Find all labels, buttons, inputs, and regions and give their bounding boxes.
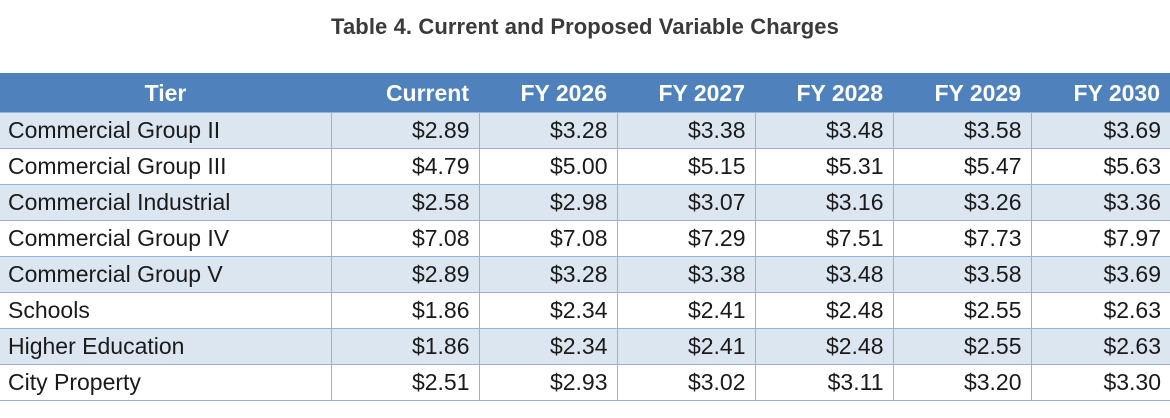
tier-cell: City Property xyxy=(0,364,332,401)
tier-cell: Higher Education xyxy=(0,328,332,365)
current-cell: $2.89 xyxy=(330,112,480,149)
table-header-row: Tier Current FY 2026 FY 2027 FY 2028 FY … xyxy=(0,73,1170,113)
fy2030-cell: $3.69 xyxy=(1030,256,1170,293)
current-cell: $1.86 xyxy=(330,292,480,329)
fy2028-cell: $2.48 xyxy=(754,328,894,365)
fy2028-cell: $3.48 xyxy=(754,112,894,149)
table-row: Schools $1.86 $2.34 $2.41 $2.48 $2.55 $2… xyxy=(0,292,1170,329)
tier-cell: Commercial Group III xyxy=(0,148,332,185)
fy2026-cell: $2.34 xyxy=(478,292,618,329)
fy2027-cell: $5.15 xyxy=(616,148,756,185)
table-row: Commercial Group II $2.89 $3.28 $3.38 $3… xyxy=(0,112,1170,149)
fy2029-cell: $7.73 xyxy=(892,220,1032,257)
fy2028-cell: $3.48 xyxy=(754,256,894,293)
fy2026-cell: $3.28 xyxy=(478,112,618,149)
fy2027-cell: $3.38 xyxy=(616,256,756,293)
fy2027-cell: $3.38 xyxy=(616,112,756,149)
current-cell: $2.89 xyxy=(330,256,480,293)
tier-cell: Commercial Group II xyxy=(0,112,332,149)
column-header-fy2026: FY 2026 xyxy=(479,73,617,113)
current-cell: $1.86 xyxy=(330,328,480,365)
fy2029-cell: $3.58 xyxy=(892,112,1032,149)
fy2026-cell: $2.93 xyxy=(478,364,618,401)
fy2030-cell: $7.97 xyxy=(1030,220,1170,257)
table-row: Higher Education $1.86 $2.34 $2.41 $2.48… xyxy=(0,328,1170,365)
fy2028-cell: $3.11 xyxy=(754,364,894,401)
fy2026-cell: $7.08 xyxy=(478,220,618,257)
fy2027-cell: $3.02 xyxy=(616,364,756,401)
fy2030-cell: $2.63 xyxy=(1030,292,1170,329)
fy2029-cell: $2.55 xyxy=(892,328,1032,365)
current-cell: $2.51 xyxy=(330,364,480,401)
table-title: Table 4. Current and Proposed Variable C… xyxy=(331,14,839,39)
fy2026-cell: $2.98 xyxy=(478,184,618,221)
column-header-fy2028: FY 2028 xyxy=(755,73,893,113)
fy2027-cell: $2.41 xyxy=(616,328,756,365)
tier-cell: Schools xyxy=(0,292,332,329)
fy2027-cell: $2.41 xyxy=(616,292,756,329)
fy2030-cell: $5.63 xyxy=(1030,148,1170,185)
table-row: City Property $2.51 $2.93 $3.02 $3.11 $3… xyxy=(0,364,1170,401)
fy2030-cell: $3.69 xyxy=(1030,112,1170,149)
column-header-fy2027: FY 2027 xyxy=(617,73,755,113)
fy2027-cell: $7.29 xyxy=(616,220,756,257)
current-cell: $4.79 xyxy=(330,148,480,185)
table-row: Commercial Group V $2.89 $3.28 $3.38 $3.… xyxy=(0,256,1170,293)
table-row: Commercial Industrial $2.58 $2.98 $3.07 … xyxy=(0,184,1170,221)
fy2028-cell: $5.31 xyxy=(754,148,894,185)
fy2028-cell: $3.16 xyxy=(754,184,894,221)
column-header-tier: Tier xyxy=(0,73,331,113)
column-header-fy2030: FY 2030 xyxy=(1031,73,1170,113)
current-cell: $7.08 xyxy=(330,220,480,257)
column-header-current: Current xyxy=(331,73,479,113)
column-header-fy2029: FY 2029 xyxy=(893,73,1031,113)
fy2026-cell: $2.34 xyxy=(478,328,618,365)
tier-cell: Commercial Industrial xyxy=(0,184,332,221)
tier-cell: Commercial Group IV xyxy=(0,220,332,257)
fy2026-cell: $3.28 xyxy=(478,256,618,293)
fy2030-cell: $3.36 xyxy=(1030,184,1170,221)
fy2028-cell: $7.51 xyxy=(754,220,894,257)
fy2026-cell: $5.00 xyxy=(478,148,618,185)
fy2027-cell: $3.07 xyxy=(616,184,756,221)
fy2029-cell: $3.26 xyxy=(892,184,1032,221)
variable-charges-table: Tier Current FY 2026 FY 2027 FY 2028 FY … xyxy=(0,73,1170,401)
fy2030-cell: $2.63 xyxy=(1030,328,1170,365)
fy2029-cell: $3.20 xyxy=(892,364,1032,401)
fy2030-cell: $3.30 xyxy=(1030,364,1170,401)
current-cell: $2.58 xyxy=(330,184,480,221)
fy2029-cell: $2.55 xyxy=(892,292,1032,329)
fy2028-cell: $2.48 xyxy=(754,292,894,329)
tier-cell: Commercial Group V xyxy=(0,256,332,293)
fy2029-cell: $3.58 xyxy=(892,256,1032,293)
fy2029-cell: $5.47 xyxy=(892,148,1032,185)
table-row: Commercial Group III $4.79 $5.00 $5.15 $… xyxy=(0,148,1170,185)
table-row: Commercial Group IV $7.08 $7.08 $7.29 $7… xyxy=(0,220,1170,257)
